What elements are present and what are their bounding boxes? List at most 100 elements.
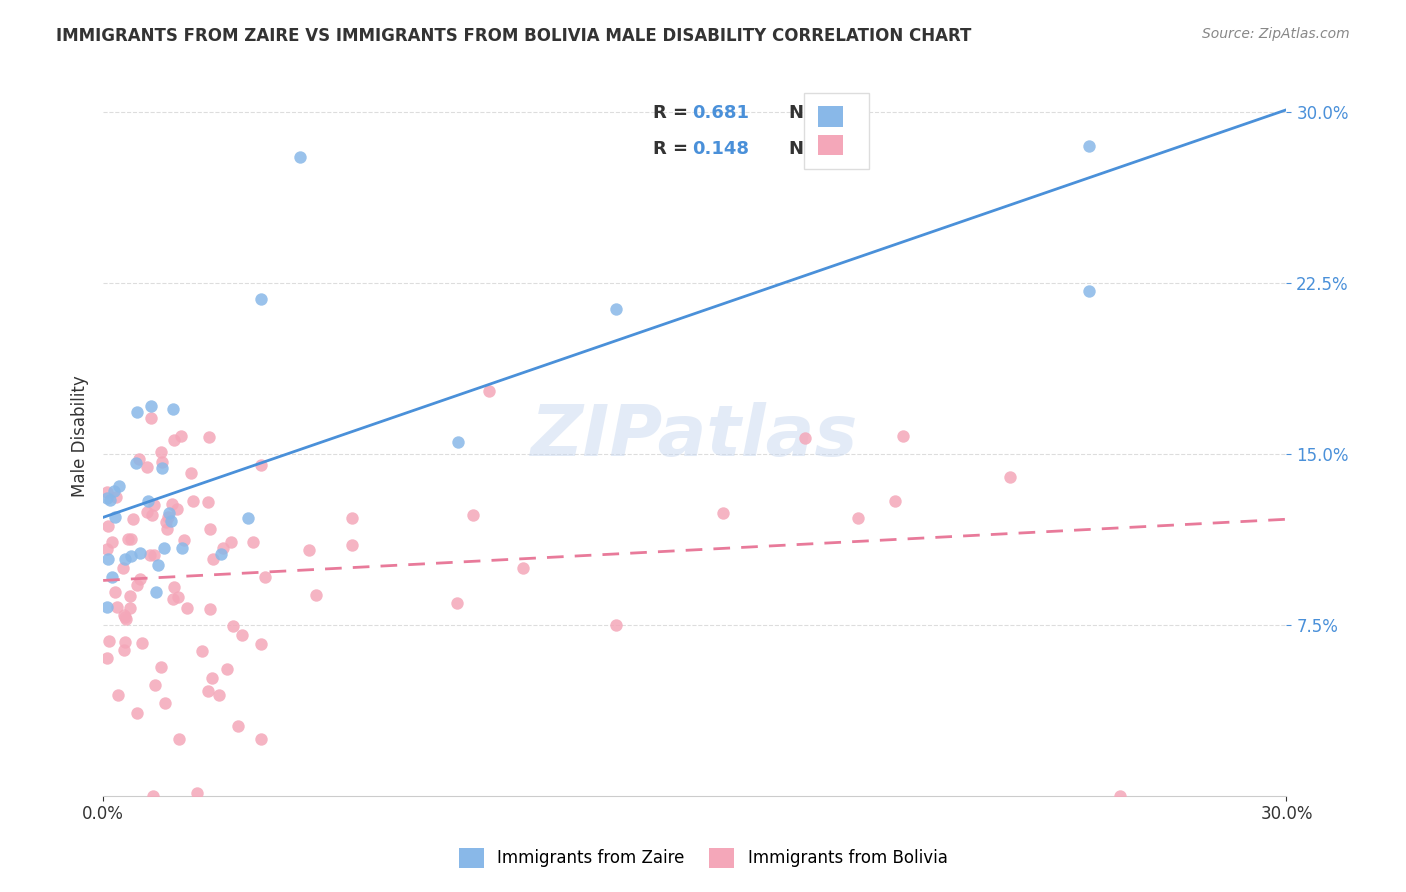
Point <box>186 786 208 800</box>
Text: 0.148: 0.148 <box>692 140 749 158</box>
Point <box>142 548 165 562</box>
Legend: , : , <box>804 93 869 169</box>
Point <box>794 432 817 446</box>
Point <box>290 150 312 164</box>
Point <box>104 490 127 504</box>
Point <box>197 683 219 698</box>
Point <box>104 585 127 599</box>
Point <box>96 651 118 665</box>
Point <box>117 532 139 546</box>
Point <box>141 789 163 803</box>
Point <box>105 600 128 615</box>
Point <box>1109 789 1132 803</box>
Point <box>201 671 224 685</box>
Point <box>163 580 186 594</box>
Point <box>156 509 179 524</box>
Point <box>143 678 166 692</box>
Point <box>145 585 167 599</box>
Point <box>160 497 183 511</box>
Point <box>447 434 470 449</box>
Point <box>138 548 160 562</box>
Point <box>891 428 914 442</box>
Point <box>226 719 249 733</box>
Point <box>125 706 148 721</box>
Point <box>141 411 163 425</box>
Point <box>96 551 118 566</box>
Text: 31: 31 <box>827 104 852 122</box>
Point <box>463 508 485 522</box>
Point <box>173 533 195 548</box>
Point <box>108 479 131 493</box>
Point <box>101 570 124 584</box>
Point <box>136 506 159 520</box>
Point <box>180 466 202 480</box>
Point <box>128 452 150 467</box>
Point <box>198 429 221 443</box>
Text: 91: 91 <box>827 140 852 158</box>
Point <box>118 601 141 615</box>
Point <box>166 502 188 516</box>
Text: N =: N = <box>789 140 832 158</box>
Point <box>153 696 176 710</box>
Point <box>208 688 231 702</box>
Text: R =: R = <box>654 140 695 158</box>
Point <box>176 601 198 615</box>
Point <box>250 292 273 306</box>
Point <box>169 732 191 747</box>
Point <box>304 588 326 602</box>
Point <box>129 546 152 560</box>
Point <box>340 510 363 524</box>
Y-axis label: Male Disability: Male Disability <box>72 376 89 498</box>
Point <box>125 456 148 470</box>
Point <box>209 547 232 561</box>
Text: R =: R = <box>654 104 695 122</box>
Point <box>97 519 120 533</box>
Point <box>159 514 181 528</box>
Point <box>101 534 124 549</box>
Point <box>253 570 276 584</box>
Point <box>198 602 221 616</box>
Point <box>150 445 173 459</box>
Point <box>152 461 174 475</box>
Point <box>149 660 172 674</box>
Point <box>238 511 260 525</box>
Point <box>711 507 734 521</box>
Point <box>340 538 363 552</box>
Point <box>146 558 169 573</box>
Point <box>169 429 191 443</box>
Point <box>446 596 468 610</box>
Point <box>172 541 194 555</box>
Point <box>143 498 166 512</box>
Text: 0.681: 0.681 <box>692 104 749 122</box>
Point <box>181 494 204 508</box>
Point <box>163 434 186 448</box>
Point <box>114 551 136 566</box>
Point <box>120 549 142 563</box>
Point <box>114 610 136 624</box>
Point <box>242 535 264 549</box>
Point <box>136 493 159 508</box>
Text: ZIPatlas: ZIPatlas <box>531 402 859 471</box>
Point <box>884 494 907 508</box>
Point <box>605 301 627 316</box>
Point <box>222 618 245 632</box>
Point <box>250 458 273 472</box>
Point <box>114 612 136 626</box>
Point <box>1000 469 1022 483</box>
Point <box>250 731 273 746</box>
Point <box>98 633 121 648</box>
Point <box>96 600 118 615</box>
Point <box>162 592 184 607</box>
Point <box>122 512 145 526</box>
Point <box>1078 139 1101 153</box>
Text: N =: N = <box>789 104 832 122</box>
Point <box>197 495 219 509</box>
Point <box>96 541 118 556</box>
Point <box>1078 285 1101 299</box>
Point <box>217 662 239 676</box>
Point <box>846 511 869 525</box>
Point <box>107 688 129 702</box>
Point <box>152 541 174 555</box>
Point <box>297 542 319 557</box>
Point <box>166 590 188 604</box>
